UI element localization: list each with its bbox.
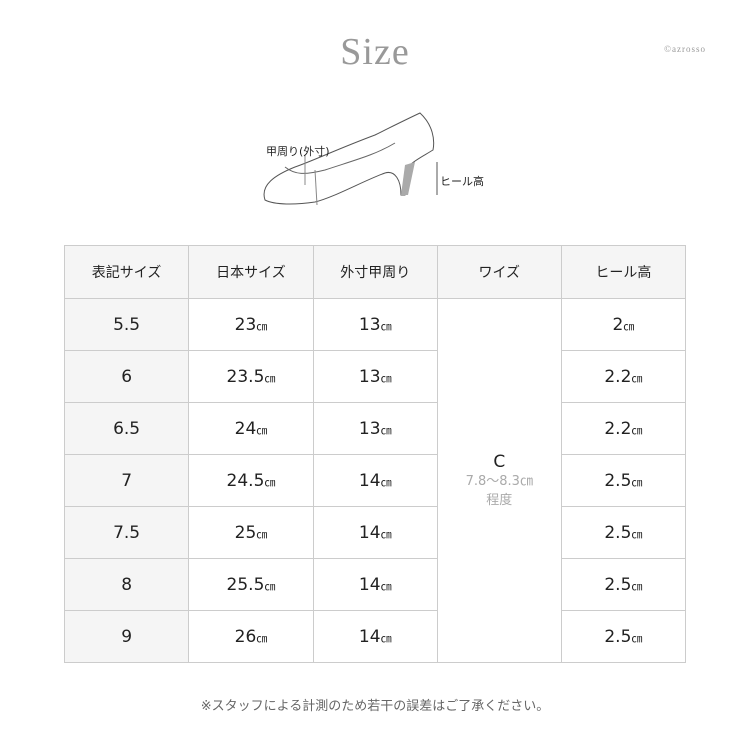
jp-size-cell: 24㎝ bbox=[188, 402, 314, 455]
table-row: 6.5 24㎝ 13㎝ 2.2㎝ bbox=[63, 402, 687, 455]
header-label-size: 表記サイズ bbox=[63, 245, 190, 299]
jp-size-cell: 23㎝ bbox=[188, 298, 314, 351]
jp-size-cell: 25.5㎝ bbox=[188, 558, 314, 611]
table-row: 7.5 25㎝ 14㎝ 2.5㎝ bbox=[63, 506, 687, 559]
width-range: 7.8～8.3㎝ bbox=[465, 473, 533, 489]
instep-label: 甲周り(外寸) bbox=[266, 145, 330, 158]
label-size-cell: 5.5 bbox=[63, 298, 190, 351]
jp-size-cell: 26㎝ bbox=[188, 610, 314, 663]
heel-cell: 2.2㎝ bbox=[560, 402, 687, 455]
note: ※スタッフによる計測のため若干の誤差はご了承ください。 bbox=[200, 699, 550, 714]
heel-cell: 2㎝ bbox=[560, 298, 687, 351]
instep-cell: 13㎝ bbox=[312, 350, 438, 403]
header-heel: ヒール高 bbox=[560, 245, 687, 299]
shoe-diagram bbox=[263, 112, 438, 206]
jp-size-cell: 23.5㎝ bbox=[188, 350, 314, 403]
heel-cell: 2.2㎝ bbox=[560, 350, 687, 403]
instep-cell: 14㎝ bbox=[312, 610, 438, 663]
table-row: 8 25.5㎝ 14㎝ 2.5㎝ bbox=[63, 558, 687, 611]
table-row: 9 26㎝ 14㎝ 2.5㎝ bbox=[63, 610, 687, 663]
header-width: ワイズ bbox=[436, 245, 562, 299]
header-jp-size: 日本サイズ bbox=[188, 245, 314, 299]
instep-cell: 14㎝ bbox=[312, 454, 438, 507]
heel-cell: 2.5㎝ bbox=[560, 558, 687, 611]
jp-size-cell: 25㎝ bbox=[188, 506, 314, 559]
size-table: 表記サイズ 日本サイズ 外寸甲周り ワイズ ヒール高 5.5 23㎝ 13㎝ C 7.8… bbox=[63, 245, 687, 663]
instep-cell: 14㎝ bbox=[312, 506, 438, 559]
table-header: 表記サイズ 日本サイズ 外寸甲周り ワイズ ヒール高 bbox=[63, 245, 687, 299]
instep-cell: 13㎝ bbox=[312, 298, 438, 351]
page-title: Size bbox=[340, 31, 410, 73]
label-size-cell: 8 bbox=[63, 558, 190, 611]
header-instep: 外寸甲周り bbox=[312, 245, 438, 299]
table-row: 7 24.5㎝ 14㎝ 2.5㎝ bbox=[63, 454, 687, 507]
jp-size-cell: 24.5㎝ bbox=[188, 454, 314, 507]
table-row: 5.5 23㎝ 13㎝ C 7.8～8.3㎝ 程度 2㎝ bbox=[63, 298, 687, 663]
label-size-cell: 6 bbox=[63, 350, 190, 403]
width-value: C bbox=[493, 451, 506, 472]
copyright: ©azrosso bbox=[664, 44, 706, 54]
label-size-cell: 9 bbox=[63, 610, 190, 663]
width-cell: C 7.8～8.3㎝ 程度 bbox=[436, 298, 562, 663]
heel-label: ヒール高 bbox=[440, 175, 484, 188]
label-size-cell: 6.5 bbox=[63, 402, 190, 455]
heel-cell: 2.5㎝ bbox=[560, 454, 687, 507]
label-size-cell: 7 bbox=[63, 454, 190, 507]
label-size-cell: 7.5 bbox=[63, 506, 190, 559]
instep-cell: 13㎝ bbox=[312, 402, 438, 455]
width-suffix: 程度 bbox=[486, 492, 513, 508]
instep-cell: 14㎝ bbox=[312, 558, 438, 611]
heel-cell: 2.5㎝ bbox=[560, 506, 687, 559]
table-row: 6 23.5㎝ 13㎝ 2.2㎝ bbox=[63, 350, 687, 403]
heel-cell: 2.5㎝ bbox=[560, 610, 687, 663]
